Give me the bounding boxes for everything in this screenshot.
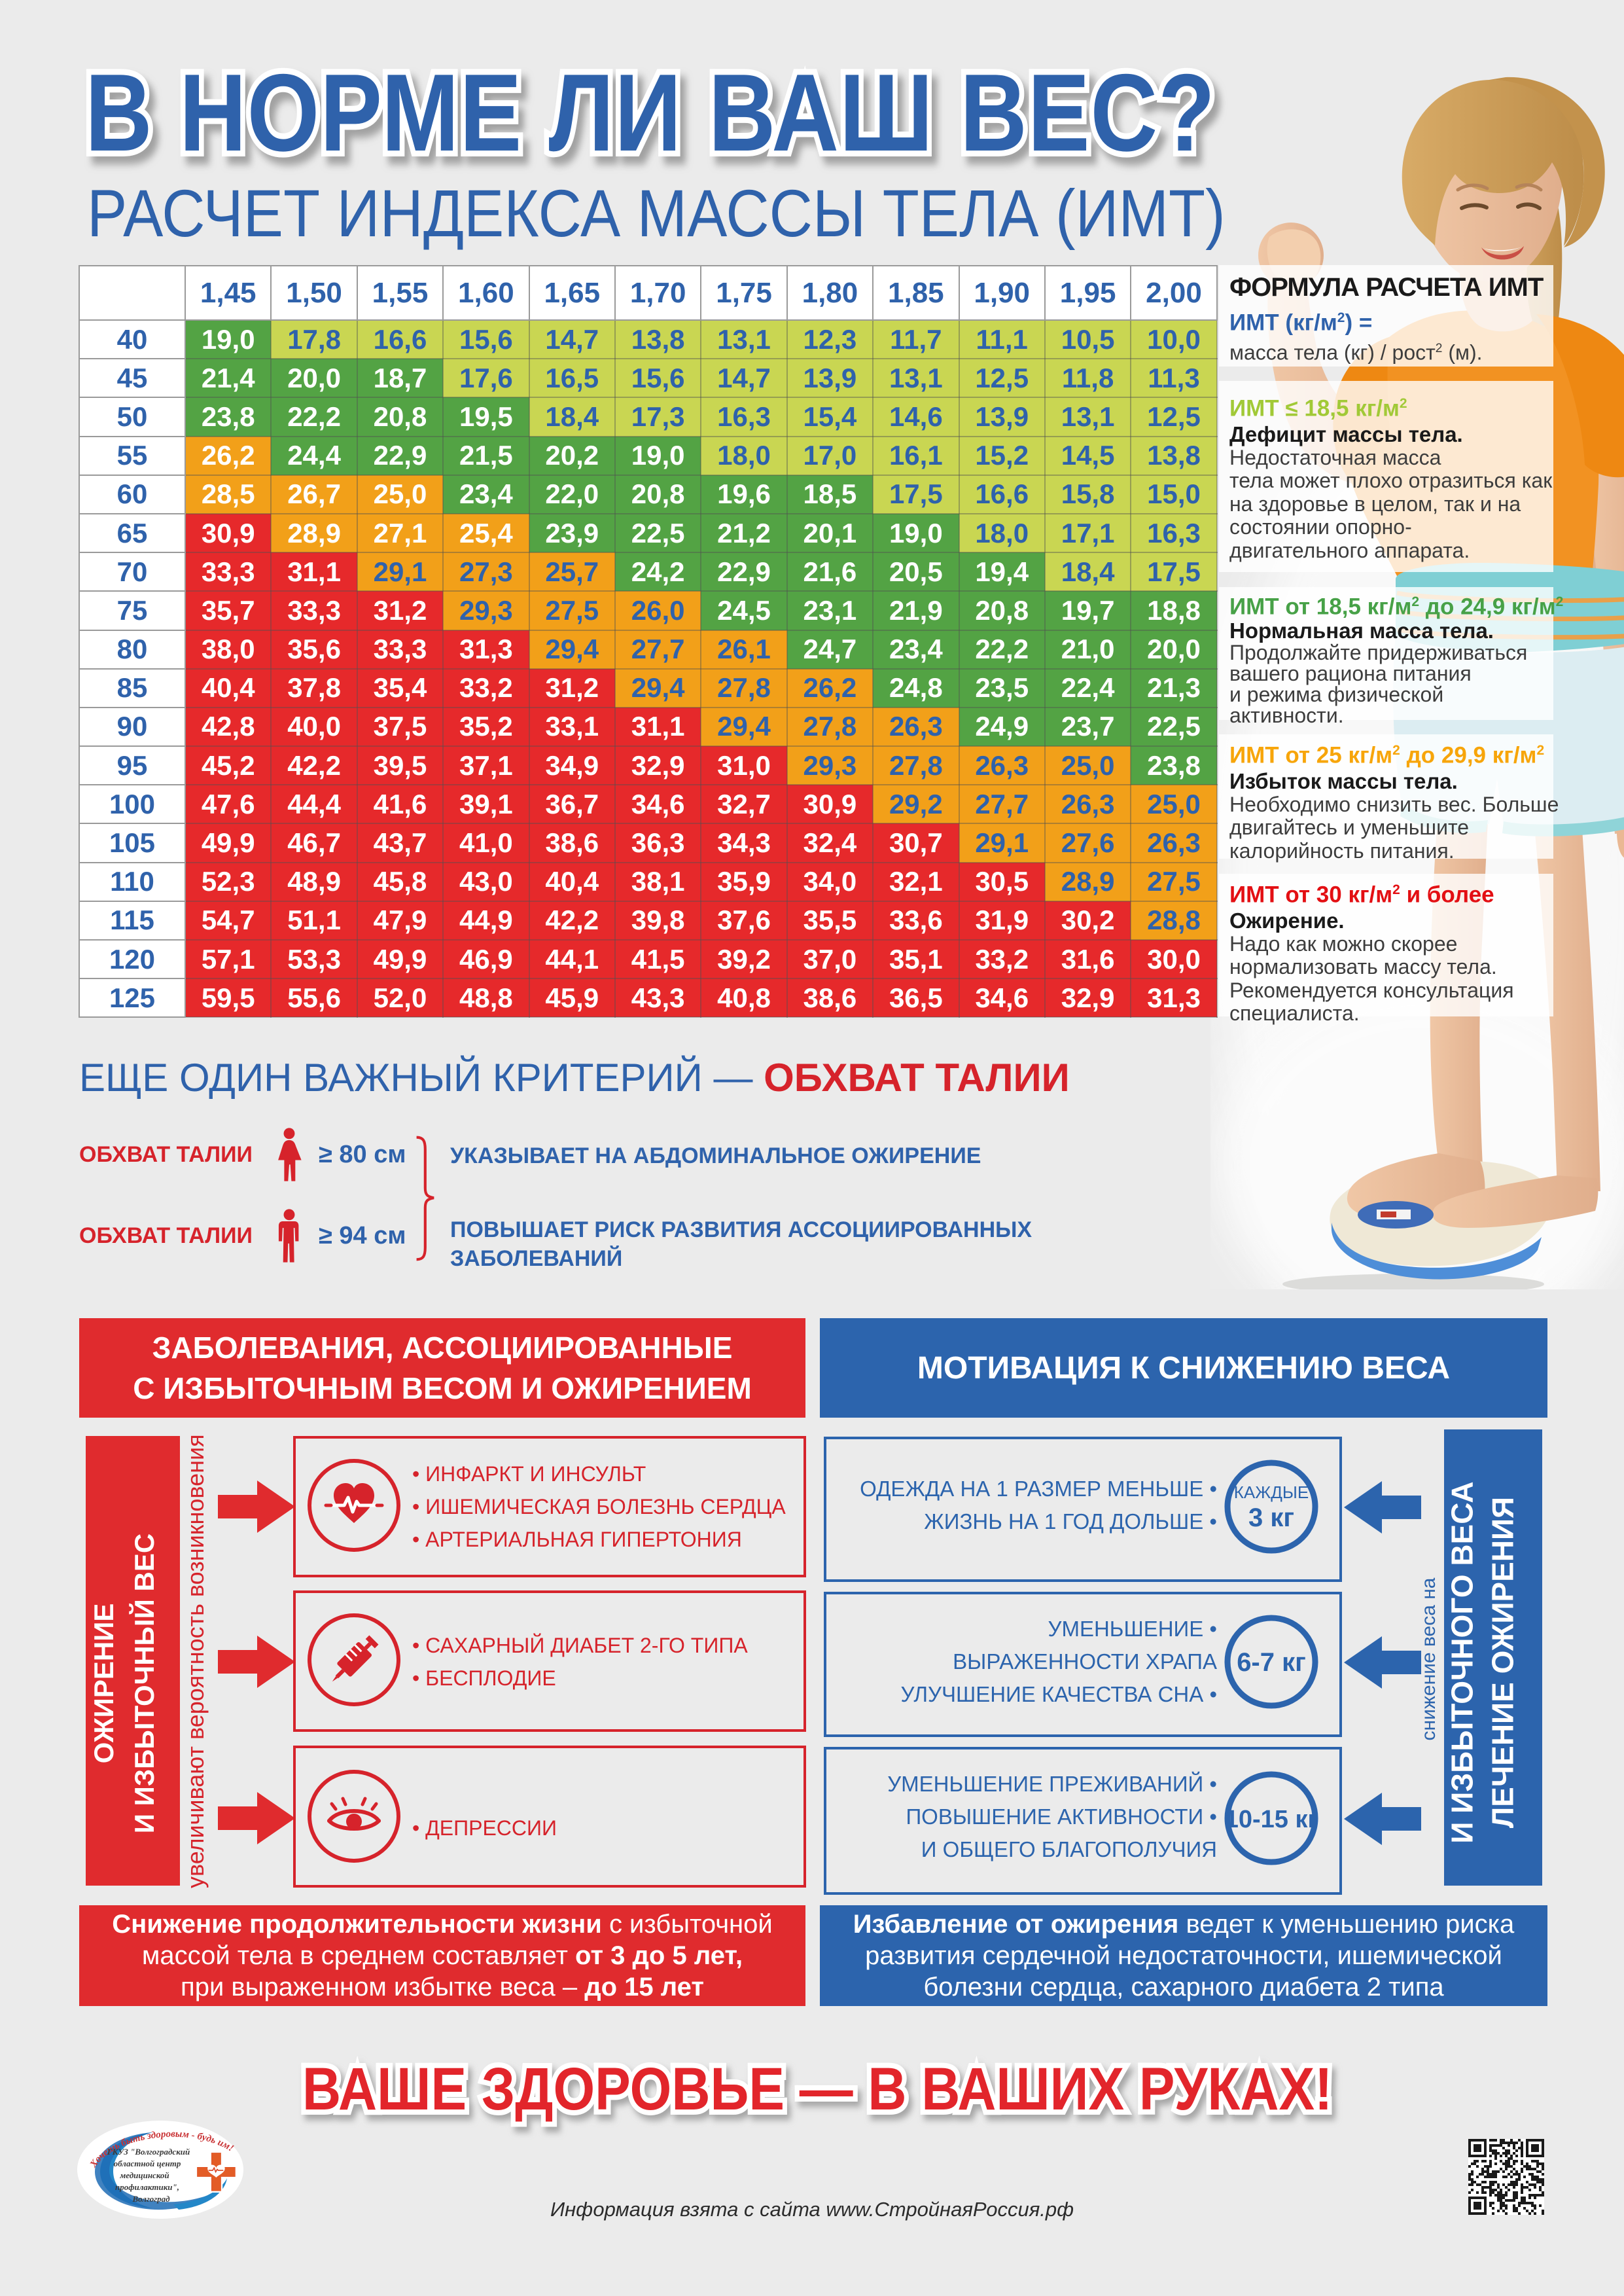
svg-text:Волгоград: Волгоград bbox=[132, 2194, 170, 2204]
svg-text:медицинской: медицинской bbox=[119, 2170, 169, 2180]
svg-text:КАЖДЫЕ: КАЖДЫЕ bbox=[1234, 1482, 1309, 1502]
svg-text:6-7 кг: 6-7 кг bbox=[1237, 1648, 1306, 1677]
svg-text:10-15 кг: 10-15 кг bbox=[1225, 1806, 1318, 1833]
svg-text:3 кг: 3 кг bbox=[1248, 1503, 1294, 1532]
svg-text:областной центр: областной центр bbox=[114, 2159, 181, 2168]
svg-text:профилактики",: профилактики", bbox=[115, 2182, 179, 2192]
svg-text:ГКУЗ "Волгоградский: ГКУЗ "Волгоградский bbox=[107, 2147, 190, 2157]
